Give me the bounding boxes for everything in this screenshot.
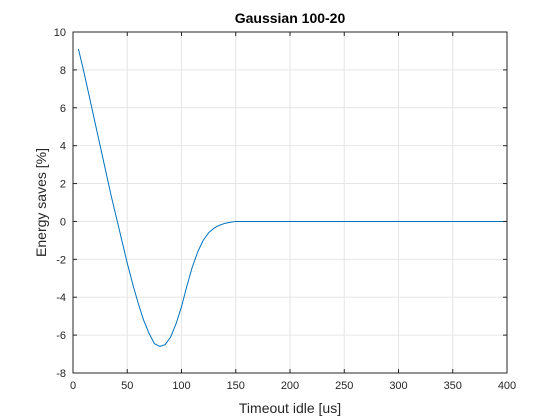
x-tick-label: 150	[227, 380, 245, 392]
y-tick-label: 4	[60, 141, 66, 153]
x-tick-label: 50	[121, 380, 133, 392]
y-axis-label: Energy saves [%]	[33, 148, 49, 257]
x-tick-label: 400	[498, 380, 516, 392]
y-tick-label: -8	[56, 368, 66, 380]
y-tick-label: -2	[56, 254, 66, 266]
y-tick-label: 8	[60, 65, 66, 77]
x-tick-label: 350	[444, 380, 462, 392]
y-tick-label: 0	[60, 216, 66, 228]
y-tick-label: 10	[54, 27, 66, 39]
y-tick-label: 2	[60, 179, 66, 191]
x-tick-label: 200	[281, 380, 299, 392]
y-tick-label: -4	[56, 292, 66, 304]
x-tick-label: 250	[335, 380, 353, 392]
x-tick-label: 100	[172, 380, 190, 392]
x-tick-label: 0	[70, 380, 76, 392]
x-axis-label: Timeout idle [us]	[239, 400, 341, 416]
y-tick-label: 6	[60, 103, 66, 115]
y-tick-label: -6	[56, 330, 66, 342]
x-tick-label: 300	[389, 380, 407, 392]
chart-title: Gaussian 100-20	[235, 10, 346, 26]
